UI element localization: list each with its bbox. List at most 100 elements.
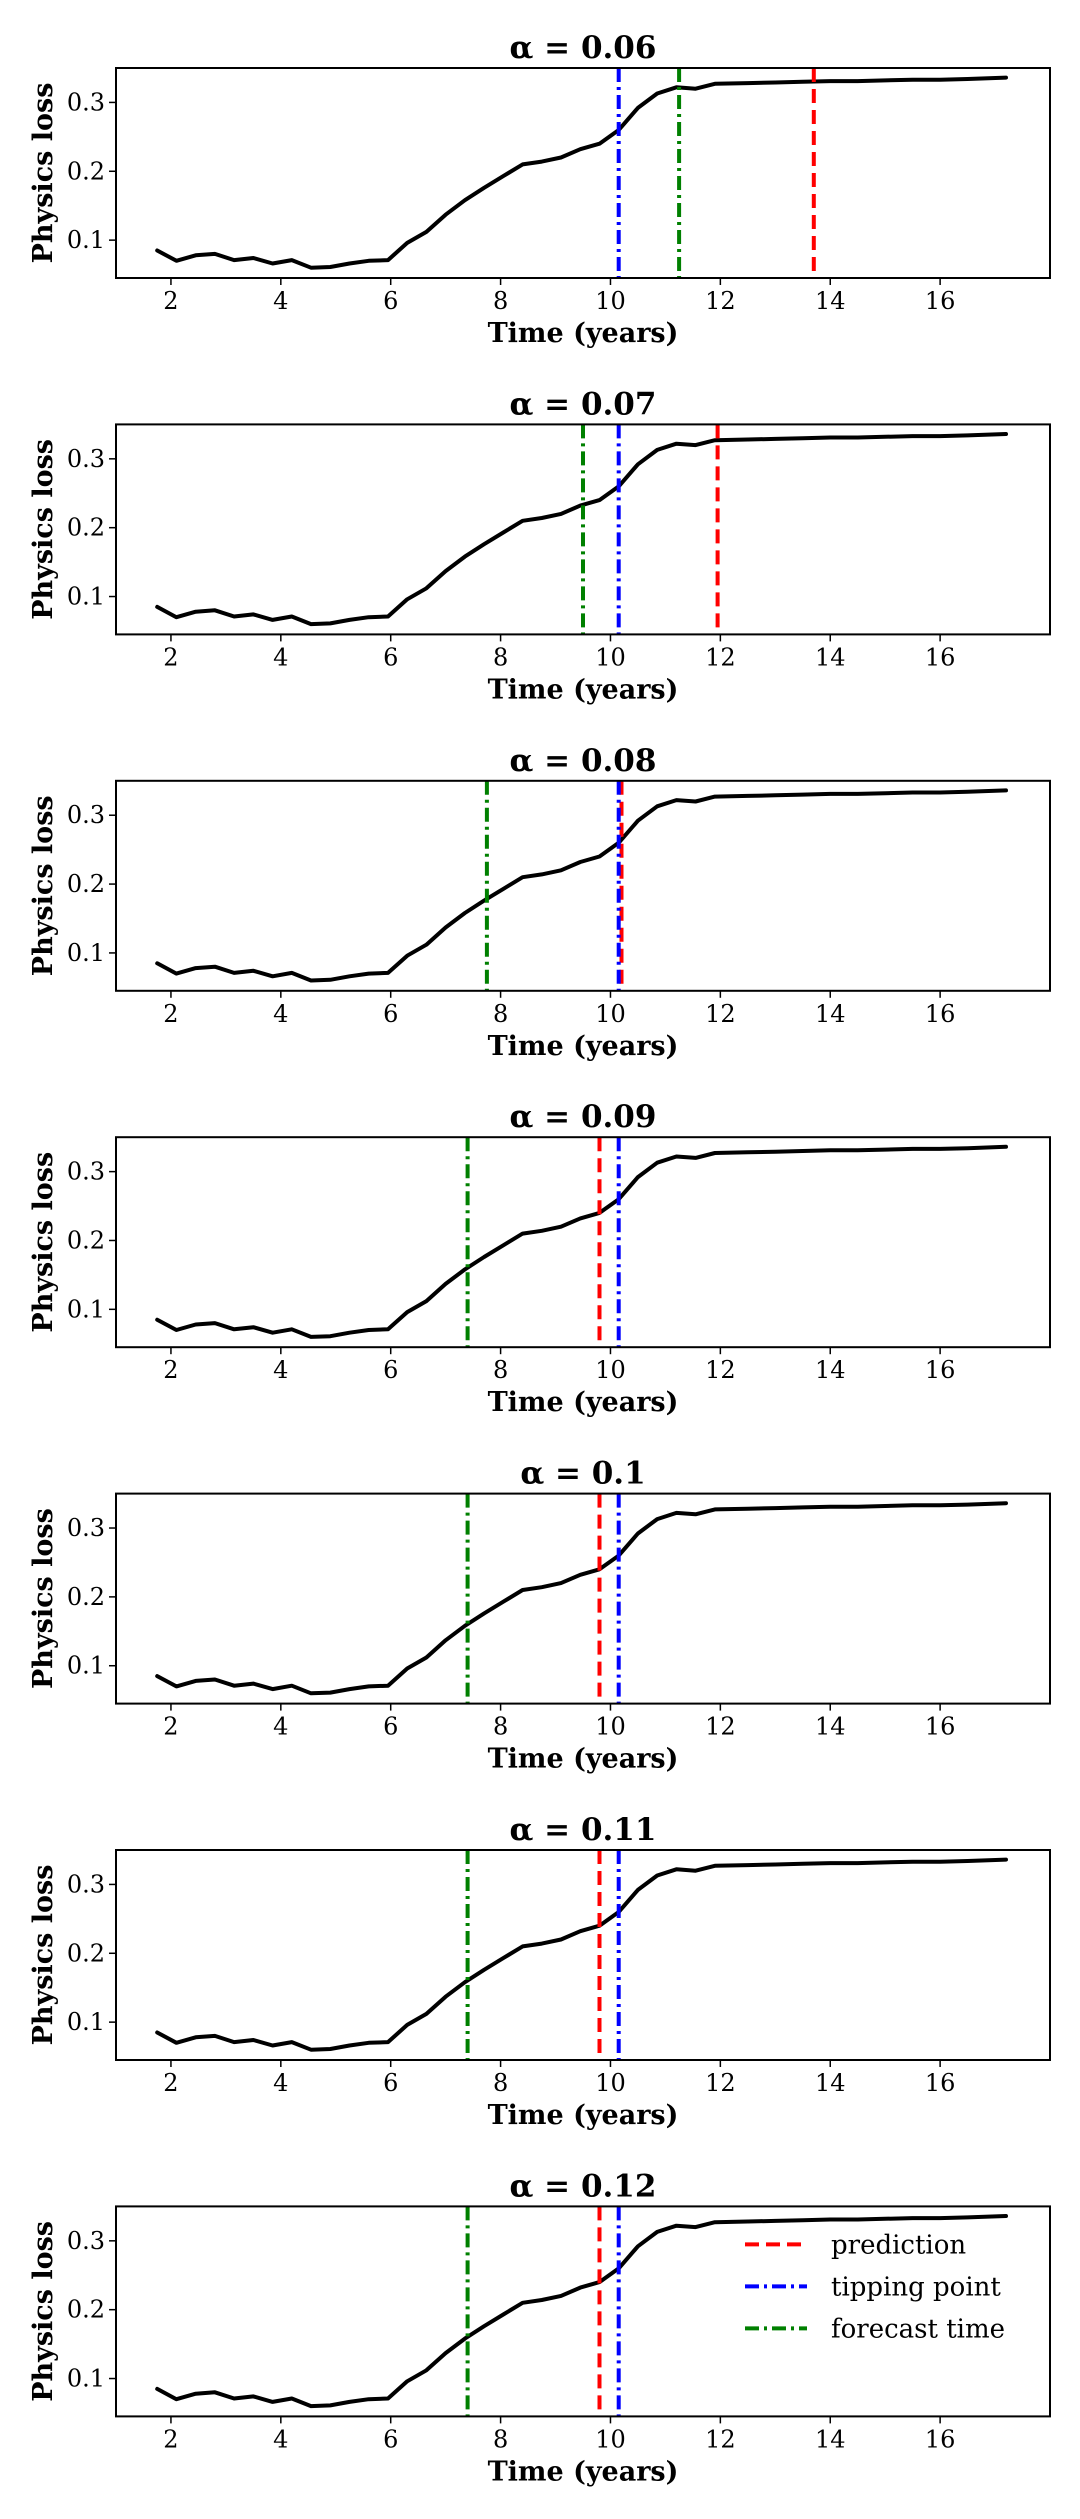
x-tick-label: 16 [925,1713,956,1741]
x-tick-label: 14 [815,643,846,671]
y-tick-label: 0.1 [67,583,105,611]
x-tick-label: 16 [925,643,956,671]
x-axis-label: Time (years) [488,1031,679,1062]
axes-frame [115,2205,1051,2418]
y-tick-label: 0.2 [67,514,105,542]
x-tick-label: 14 [815,287,846,315]
x-tick-label: 14 [815,2425,846,2453]
x-tick-label: 8 [493,1000,508,1028]
x-tick-label: 14 [815,2069,846,2097]
x-tick-label: 10 [595,643,626,671]
panel-6: α = 0.11 2 4 6 8 10 12 14 16 0.1 0.2 0.3 Time (years… [28,1812,1051,2131]
x-tick-label: 10 [595,2069,626,2097]
y-tick-label: 0.3 [67,2227,105,2255]
y-tick-label: 0.2 [67,1583,105,1611]
x-tick-label: 12 [705,2425,736,2453]
x-tick-label: 4 [273,287,288,315]
x-tick-label: 2 [163,2425,178,2453]
y-tick-label: 0.1 [67,2008,105,2036]
y-tick-label: 0.1 [67,226,105,254]
x-axis-label: Time (years) [488,2100,679,2131]
y-tick-label: 0.3 [67,1514,105,1542]
x-tick-label: 6 [383,1000,398,1028]
loss-curve [155,2214,1008,2409]
y-axis-label: Physics loss [28,795,59,976]
x-tick-label: 12 [705,1000,736,1028]
y-tick-label: 0.2 [67,870,105,898]
x-tick-label: 6 [383,2069,398,2097]
loss-curve [155,432,1008,627]
x-tick-label: 4 [273,1713,288,1741]
panel-2: α = 0.07 2 4 6 8 10 12 14 16 0.1 0.2 0.3 Time (years… [28,386,1051,705]
y-tick-label: 0.3 [67,801,105,829]
x-tick-label: 8 [493,643,508,671]
y-tick-label: 0.1 [67,2365,105,2393]
x-tick-label: 6 [383,287,398,315]
x-tick-label: 2 [163,1713,178,1741]
x-tick-label: 2 [163,1000,178,1028]
axes-frame [115,1492,1051,1705]
panel-3: α = 0.08 2 4 6 8 10 12 14 16 0.1 0.2 0.3 Time (years… [28,743,1051,1062]
x-tick-label: 10 [595,1713,626,1741]
panel-1: α = 0.06 2 4 6 8 10 12 14 16 0.1 0.2 0.3 Time (years… [28,30,1051,349]
x-axis-label: Time (years) [488,1744,679,1775]
axes-frame [115,423,1051,636]
x-axis-label: Time (years) [488,1387,679,1418]
y-tick-label: 0.2 [67,157,105,185]
y-axis-label: Physics loss [28,1508,59,1689]
x-tick-label: 6 [383,2425,398,2453]
x-tick-label: 6 [383,1713,398,1741]
panel-title: α = 0.09 [510,1099,657,1135]
x-tick-label: 8 [493,1356,508,1384]
x-tick-label: 12 [705,1356,736,1384]
panel-title: α = 0.06 [510,30,657,66]
panel-title: α = 0.07 [510,386,657,422]
x-tick-label: 8 [493,2425,508,2453]
panel-title: α = 0.12 [510,2168,657,2204]
loss-curve [155,788,1008,983]
legend-label: prediction [831,2230,966,2260]
panel-title: α = 0.11 [510,1812,657,1848]
x-tick-label: 6 [383,643,398,671]
x-tick-label: 4 [273,2425,288,2453]
legend: prediction tipping point forecast time [745,2230,1005,2344]
x-tick-label: 16 [925,287,956,315]
x-tick-label: 2 [163,643,178,671]
x-tick-label: 4 [273,1000,288,1028]
y-tick-label: 0.2 [67,2296,105,2324]
panel-5: α = 0.1 2 4 6 8 10 12 14 16 0.1 0.2 0.3 Time (years)… [28,1456,1051,1775]
legend-label: tipping point [831,2272,1001,2302]
x-tick-label: 2 [163,2069,178,2097]
y-tick-label: 0.3 [67,1158,105,1186]
x-tick-label: 16 [925,1000,956,1028]
x-axis-label: Time (years) [488,674,679,705]
x-tick-label: 4 [273,2069,288,2097]
x-tick-label: 14 [815,1713,846,1741]
x-tick-label: 16 [925,2425,956,2453]
y-axis-label: Physics loss [28,1865,59,2046]
x-tick-label: 12 [705,1713,736,1741]
x-axis-label: Time (years) [488,318,679,349]
x-tick-label: 6 [383,1356,398,1384]
y-tick-label: 0.1 [67,1652,105,1680]
y-tick-label: 0.1 [67,1295,105,1323]
x-axis-label: Time (years) [488,2456,679,2487]
axes-frame [115,1136,1051,1349]
x-tick-label: 2 [163,287,178,315]
x-tick-label: 8 [493,1713,508,1741]
loss-curve [155,1857,1008,2052]
legend-label: forecast time [831,2314,1005,2344]
x-tick-label: 12 [705,2069,736,2097]
x-tick-label: 12 [705,643,736,671]
y-tick-label: 0.3 [67,88,105,116]
x-tick-label: 10 [595,1000,626,1028]
panel-title: α = 0.1 [520,1456,645,1492]
y-tick-label: 0.2 [67,1226,105,1254]
y-axis-label: Physics loss [28,83,59,264]
x-tick-label: 14 [815,1000,846,1028]
x-tick-label: 14 [815,1356,846,1384]
x-tick-label: 8 [493,2069,508,2097]
x-tick-label: 16 [925,1356,956,1384]
x-tick-label: 10 [595,287,626,315]
